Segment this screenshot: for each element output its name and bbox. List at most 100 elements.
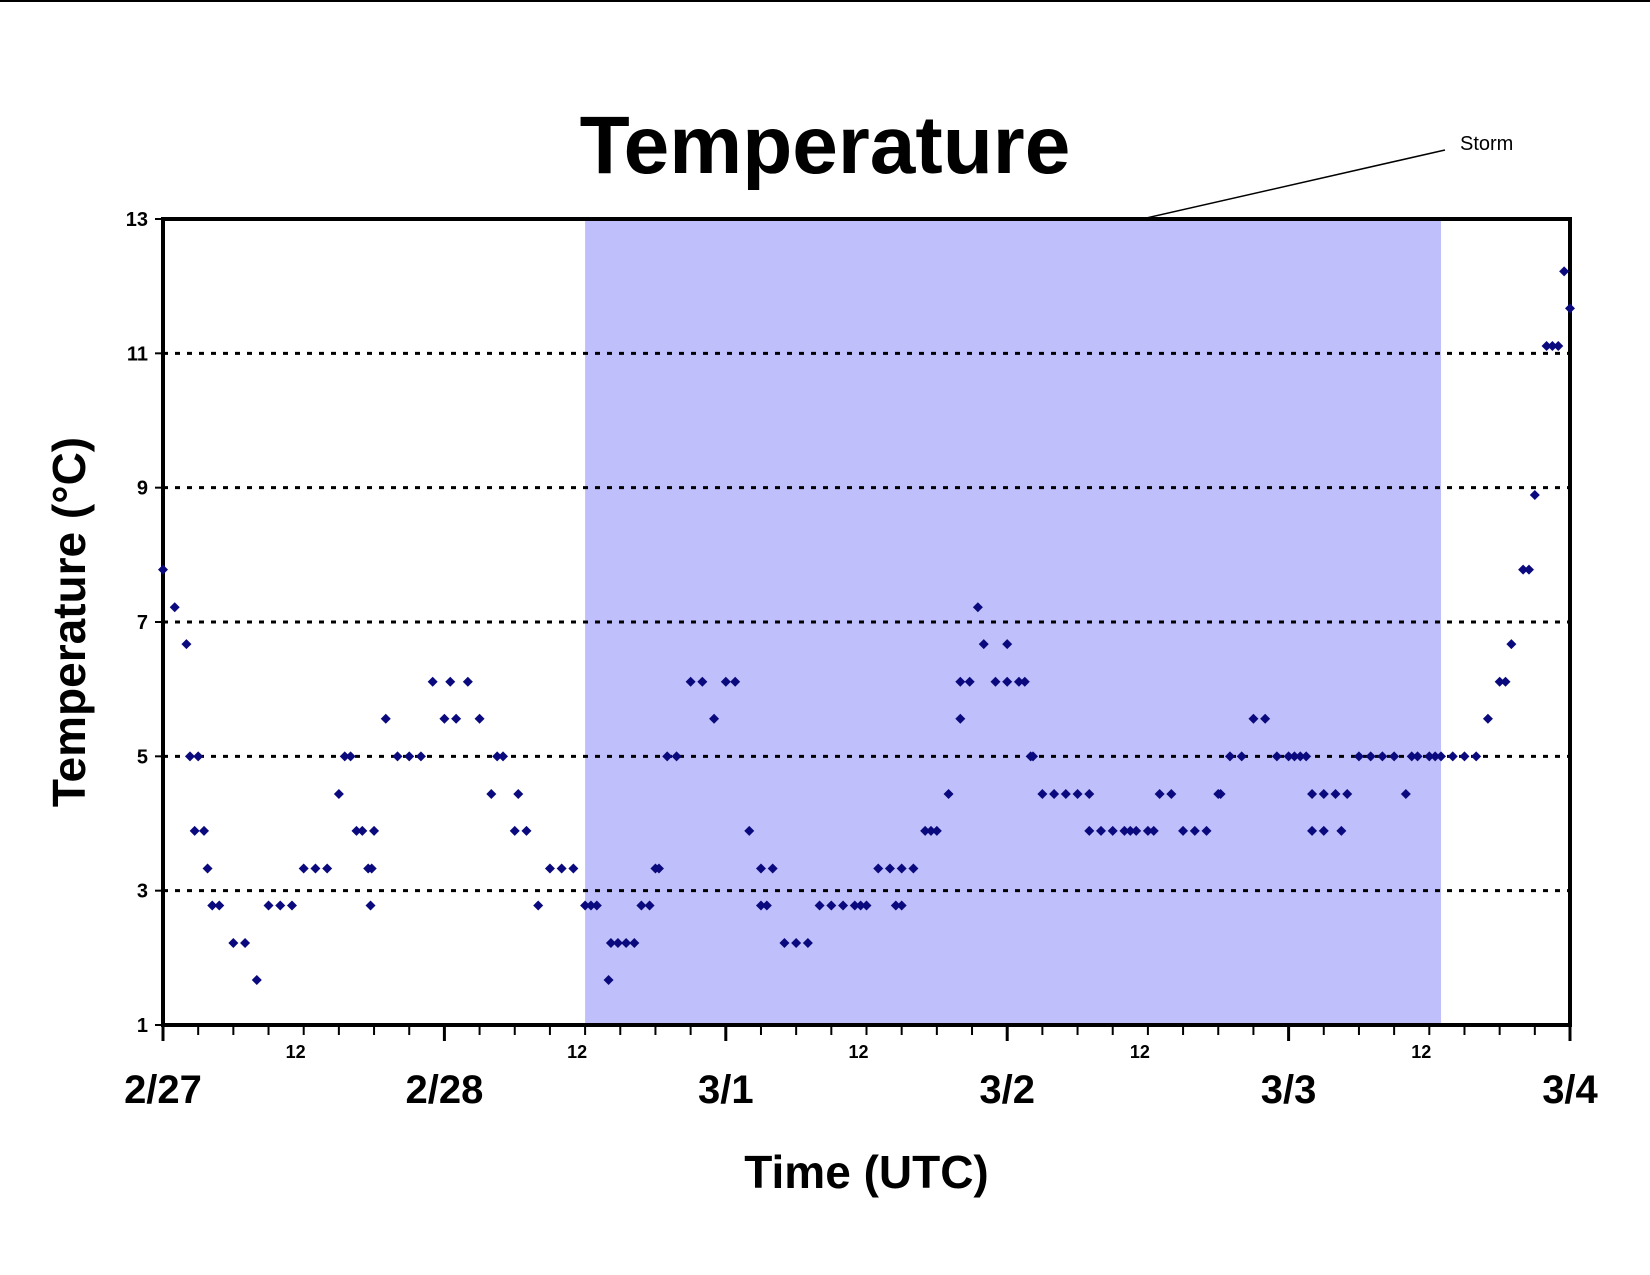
ytick-label-13: 13 [126, 209, 148, 231]
data-point [767, 863, 778, 874]
data-point [1084, 788, 1095, 799]
data-point [653, 863, 664, 874]
data-point [925, 825, 936, 836]
data-point [943, 788, 954, 799]
data-point [629, 938, 640, 949]
data-point [1529, 490, 1540, 501]
data-point [896, 863, 907, 874]
data-point [1506, 639, 1517, 650]
data-point [1027, 751, 1038, 762]
data-point [1301, 751, 1312, 762]
data-point [964, 676, 975, 687]
ytick-label-11: 11 [127, 343, 148, 365]
data-point [1318, 825, 1329, 836]
data-point [1248, 713, 1259, 724]
data-point [1060, 788, 1071, 799]
data-point [1072, 788, 1083, 799]
data-point [884, 863, 895, 874]
data-point [744, 825, 755, 836]
data-point [513, 788, 524, 799]
data-point [873, 863, 884, 874]
data-point [445, 676, 456, 687]
data-point [1330, 788, 1341, 799]
data-point [451, 713, 462, 724]
data-points [158, 266, 1575, 985]
data-point [644, 900, 655, 911]
data-point [1318, 788, 1329, 799]
data-point [345, 751, 356, 762]
data-point [1436, 751, 1447, 762]
data-point [1096, 825, 1106, 836]
data-point [322, 863, 333, 874]
data-point [1377, 751, 1388, 762]
data-point [1400, 788, 1411, 799]
data-point [202, 863, 213, 874]
data-point [671, 751, 682, 762]
data-point [1307, 788, 1318, 799]
data-point [849, 900, 860, 911]
data-point [339, 751, 350, 762]
data-point [1523, 564, 1534, 575]
data-point [251, 974, 262, 985]
data-point [580, 900, 591, 911]
data-point [427, 676, 438, 687]
data-point [1307, 825, 1318, 836]
data-point [1342, 788, 1353, 799]
y-axis-title: Temperature (°C) [43, 437, 95, 807]
data-point [184, 751, 195, 762]
data-point [1471, 751, 1482, 762]
data-point [415, 751, 426, 762]
xtick-minor-label: 12 [848, 1042, 868, 1062]
xtick-minor-label: 12 [1130, 1042, 1150, 1062]
data-point [286, 900, 297, 911]
data-point [972, 602, 983, 613]
data-point [357, 825, 368, 836]
data-point [720, 676, 731, 687]
data-point [761, 900, 772, 911]
data-point [585, 900, 596, 911]
data-point [603, 974, 614, 985]
data-point [861, 900, 872, 911]
data-point [462, 676, 473, 687]
data-point [544, 863, 555, 874]
data-point [1353, 751, 1364, 762]
data-point [802, 938, 813, 949]
xtick-major-label: 2/28 [405, 1068, 483, 1112]
data-point [380, 713, 391, 724]
data-point [612, 938, 623, 949]
data-point [1019, 676, 1030, 687]
data-point [392, 751, 403, 762]
data-point [890, 900, 901, 911]
data-point [1148, 825, 1159, 836]
xtick-major-label: 2/27 [124, 1068, 202, 1112]
data-point [685, 676, 696, 687]
data-point [1518, 564, 1529, 575]
data-point [1166, 788, 1177, 799]
data-point [1142, 825, 1153, 836]
data-point [591, 900, 602, 911]
data-point [1559, 266, 1570, 277]
data-point [605, 938, 616, 949]
data-point [908, 863, 919, 874]
data-point [333, 788, 344, 799]
data-point [207, 900, 218, 911]
data-point [1447, 751, 1458, 762]
xtick-major-label: 3/4 [1542, 1068, 1598, 1112]
data-point [214, 900, 225, 911]
data-point [1406, 751, 1417, 762]
data-point [158, 564, 168, 575]
data-point [369, 825, 380, 836]
data-point [1459, 751, 1470, 762]
data-point [498, 751, 509, 762]
data-point [1553, 340, 1564, 351]
data-point [556, 863, 567, 874]
data-point [755, 900, 766, 911]
data-point [1107, 825, 1118, 836]
data-point [366, 863, 377, 874]
data-point [1424, 751, 1435, 762]
data-point [826, 900, 837, 911]
storm-shaded-region [585, 219, 1442, 1025]
data-point [404, 751, 415, 762]
ytick-label-1: 1 [137, 1015, 148, 1037]
